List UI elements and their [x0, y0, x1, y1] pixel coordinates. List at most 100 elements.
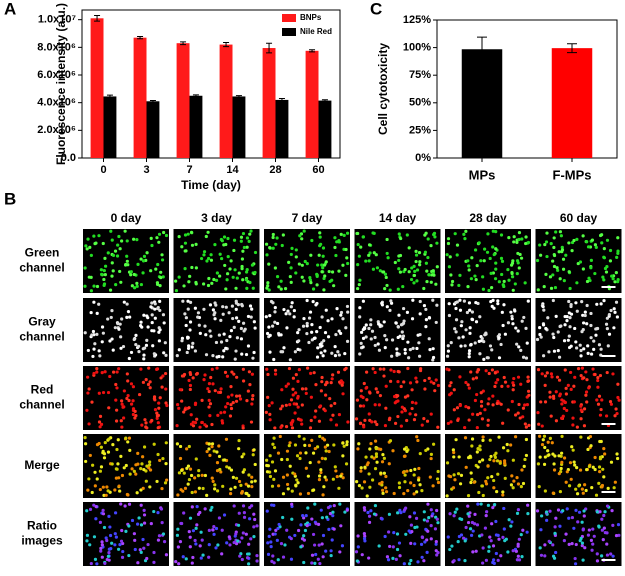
cell — [567, 542, 571, 546]
cell — [115, 386, 119, 390]
cell — [358, 306, 362, 310]
cell — [113, 488, 117, 492]
cell — [520, 555, 524, 559]
cell — [536, 411, 540, 415]
cell — [337, 413, 342, 417]
cell — [228, 335, 232, 339]
cell — [139, 320, 143, 324]
y-tick-label: 125% — [403, 14, 431, 26]
cell — [330, 351, 334, 355]
cell — [144, 479, 148, 483]
cell — [273, 266, 277, 270]
cell — [183, 408, 187, 412]
cell — [289, 536, 293, 541]
cell — [464, 404, 468, 409]
cell — [313, 502, 317, 506]
cell — [356, 231, 360, 236]
cell — [297, 434, 301, 438]
cell — [475, 450, 479, 454]
cell — [559, 234, 563, 238]
cell — [103, 440, 107, 445]
row-label: channel — [19, 261, 64, 275]
cell — [203, 373, 207, 377]
cell — [538, 332, 542, 337]
cell — [253, 462, 257, 467]
cell — [436, 521, 440, 525]
cell — [515, 259, 520, 263]
cell — [560, 460, 564, 464]
cell — [457, 534, 461, 539]
cell — [461, 335, 465, 339]
cell — [466, 512, 470, 516]
cell — [158, 458, 162, 463]
cell — [91, 329, 96, 334]
cell — [214, 303, 218, 307]
cell — [292, 402, 296, 406]
cell — [385, 555, 390, 559]
cell — [582, 347, 586, 351]
cell — [434, 282, 438, 286]
cell — [177, 275, 181, 279]
cell — [233, 485, 237, 489]
cell — [103, 273, 107, 277]
cell — [148, 386, 152, 390]
cell — [207, 389, 211, 394]
cell — [567, 516, 571, 520]
cell — [298, 234, 302, 238]
cell — [153, 398, 157, 402]
cell — [141, 259, 146, 263]
cell — [190, 345, 194, 349]
cell — [562, 456, 567, 460]
cell — [224, 242, 228, 247]
cell — [165, 403, 169, 408]
cell — [322, 339, 326, 343]
cell — [497, 537, 501, 541]
cell — [288, 403, 292, 407]
cell — [612, 307, 616, 311]
cell — [387, 530, 391, 534]
cell — [156, 421, 160, 425]
cell — [501, 446, 506, 450]
cell — [383, 334, 387, 338]
cell — [289, 421, 293, 425]
cell — [107, 550, 111, 555]
cell — [177, 562, 181, 566]
cell — [384, 406, 388, 410]
cell — [103, 264, 108, 268]
cell — [615, 315, 619, 319]
cell — [321, 555, 325, 559]
cell — [108, 339, 112, 343]
cell — [416, 560, 420, 564]
cell — [560, 248, 565, 252]
cell — [429, 537, 433, 541]
cell — [562, 279, 566, 283]
micrograph — [445, 298, 531, 362]
cell — [143, 346, 147, 350]
cell — [241, 249, 245, 253]
cell — [368, 447, 372, 451]
cell — [492, 252, 496, 257]
cell — [392, 369, 396, 374]
cell — [602, 447, 606, 451]
cell — [499, 342, 503, 347]
cell — [157, 240, 161, 244]
cell — [414, 259, 418, 264]
cell — [108, 288, 113, 292]
cell — [564, 532, 568, 536]
cell — [448, 255, 452, 259]
legend-label: Nile Red — [300, 27, 332, 36]
cell — [469, 370, 473, 374]
cell — [187, 344, 191, 348]
cell — [250, 263, 255, 267]
cell — [237, 447, 241, 451]
cell — [479, 391, 483, 395]
cell — [288, 441, 292, 445]
cell — [414, 401, 418, 405]
cell — [100, 325, 105, 329]
cell — [502, 284, 506, 289]
cell — [266, 372, 270, 377]
cell — [487, 545, 491, 549]
cell — [402, 454, 407, 458]
cell — [567, 334, 571, 338]
cell — [155, 416, 159, 420]
